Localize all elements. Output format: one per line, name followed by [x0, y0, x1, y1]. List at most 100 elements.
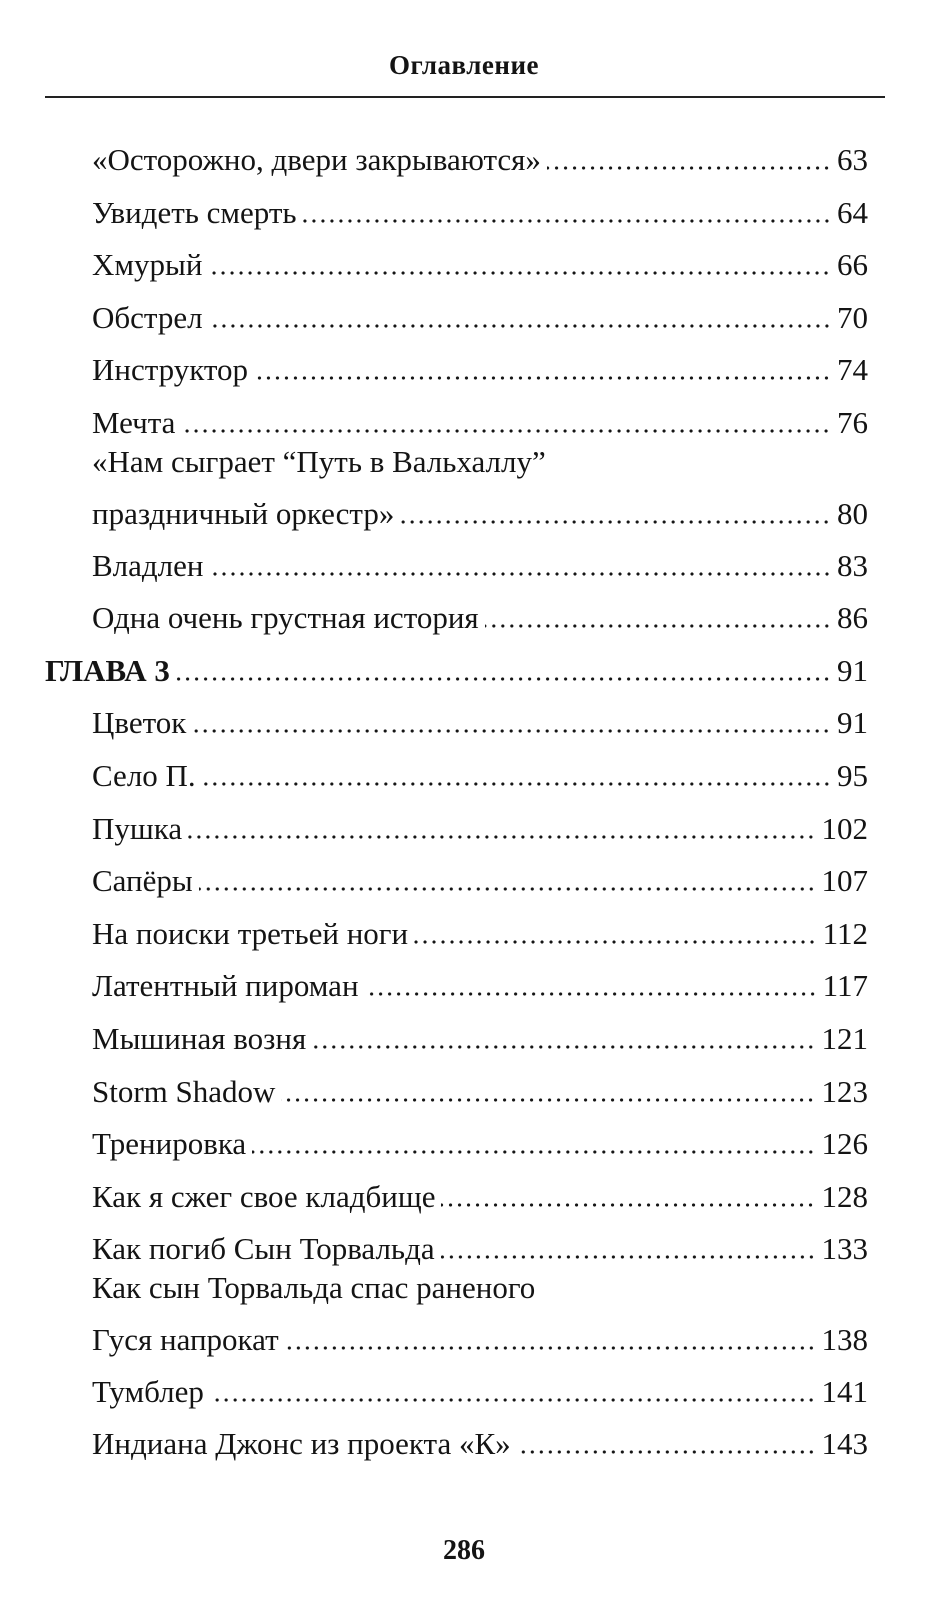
entry-page-number: 66 — [837, 247, 868, 283]
dot-leader — [281, 1097, 816, 1102]
toc-entry: Владлен 83 — [0, 540, 928, 593]
toc-entry: Storm Shadow 123 — [0, 1066, 928, 1119]
toc-entry: Латентный пироман 117 — [0, 960, 928, 1013]
dot-leader — [441, 1202, 816, 1207]
entry-page-number: 121 — [821, 1020, 869, 1056]
table-of-contents: «Осторожно, двери закрываются» 63 Увидеть … — [0, 134, 928, 1471]
entry-row: Село П. 95 — [0, 750, 868, 803]
running-header: Оглавление — [389, 50, 539, 80]
entry-page-number: 133 — [821, 1231, 869, 1267]
toc-entry: «Нам сыграет “Путь в Вальхаллу” праздничн… — [0, 444, 928, 541]
entry-row: Как я сжег свое кладбище 128 — [0, 1171, 868, 1224]
entry-title: Одна очень грустная история — [92, 600, 479, 636]
entry-row: Сапёры 107 — [0, 855, 868, 908]
dot-leader — [208, 323, 831, 328]
entry-page-number: 138 — [821, 1321, 869, 1357]
entry-title: Мышиная возня — [92, 1020, 307, 1056]
entry-page-number: 102 — [821, 810, 869, 846]
dot-leader — [546, 166, 831, 170]
entry-row: Инструктор 74 — [0, 344, 868, 397]
entry-row: Владлен 83 — [0, 540, 868, 593]
toc-entry: Мечта 76 — [0, 397, 928, 450]
entry-title: Тренировка — [92, 1126, 247, 1162]
entry-title-line1: Как сын Торвальда спас раненого — [92, 1269, 536, 1305]
entry-page-number: 123 — [821, 1073, 869, 1109]
entry-title: Мечта — [92, 404, 176, 440]
toc-entry: Хмурый 66 — [0, 239, 928, 292]
entry-row: Тренировка 126 — [0, 1118, 868, 1171]
dot-leader — [192, 729, 831, 734]
entry-title: Обстрел — [92, 299, 203, 335]
entry-title-line1: «Нам сыграет “Путь в Вальхаллу” — [92, 443, 546, 479]
entry-row: Как погиб Сын Торвальда 133 — [0, 1223, 868, 1276]
toc-entry: Как сын Торвальда спас раненого Гуся напр… — [0, 1270, 928, 1367]
toc-entry: «Осторожно, двери закрываются» 63 — [0, 134, 928, 187]
entry-page-number: 112 — [822, 915, 868, 951]
entry-row: Латентный пироман 117 — [0, 960, 868, 1013]
entry-row: Цветок 91 — [0, 697, 868, 750]
toc-entry: Обстрел 70 — [0, 292, 928, 345]
entry-page-number: 91 — [837, 652, 868, 688]
dot-leader — [209, 1397, 816, 1402]
dot-leader — [284, 1345, 816, 1350]
toc-entry: На поиски третьей ноги 112 — [0, 908, 928, 961]
entry-title: Сапёры — [92, 863, 193, 899]
dot-leader — [201, 781, 831, 786]
dot-leader — [254, 376, 831, 381]
dot-leader — [175, 676, 831, 681]
entry-title: Латентный пироман — [92, 968, 359, 1004]
entry-title: праздничный оркестр» — [92, 495, 395, 531]
header-rule — [45, 96, 885, 98]
entry-row: Одна очень грустная история 86 — [0, 592, 868, 645]
dot-leader — [312, 1044, 816, 1049]
entry-page-number: 117 — [822, 968, 868, 1004]
entry-page-number: 143 — [821, 1426, 869, 1462]
entry-title: Гуся напрокат — [92, 1321, 279, 1357]
entry-row: Storm Shadow 123 — [0, 1066, 868, 1119]
dot-leader — [440, 1255, 816, 1260]
toc-entry: Село П. 95 — [0, 750, 928, 803]
entry-page-number: 63 — [837, 142, 868, 177]
entry-row: Пушка 102 — [0, 803, 868, 856]
entry-page-number: 91 — [837, 705, 868, 741]
entry-page-number: 80 — [837, 495, 868, 531]
toc-entry: Индиана Джонс из проекта «К» 143 — [0, 1418, 928, 1471]
dot-leader — [364, 992, 817, 997]
entry-title: ГЛАВА 3 — [45, 652, 170, 688]
entry-row: Индиана Джонс из проекта «К» 143 — [0, 1418, 868, 1471]
entry-row: Гуся напрокат 138 — [0, 1314, 868, 1367]
dot-leader — [414, 939, 817, 944]
entry-page-number: 86 — [837, 600, 868, 636]
toc-chapter-heading: ГЛАВА 3 91 — [0, 645, 928, 698]
entry-title: Storm Shadow — [92, 1073, 276, 1109]
entry-title: Цветок — [92, 705, 187, 741]
entry-title: Хмурый — [92, 247, 203, 283]
dot-leader — [198, 887, 816, 892]
entry-row: ГЛАВА 3 91 — [0, 645, 868, 698]
dot-leader — [252, 1150, 816, 1155]
entry-row: Мышиная возня 121 — [0, 1013, 868, 1066]
entry-title: «Осторожно, двери закрываются» — [92, 142, 541, 177]
toc-entry: Инструктор 74 — [0, 344, 928, 397]
toc-entry: Тренировка 126 — [0, 1118, 928, 1171]
entry-title: Тумблер — [92, 1373, 204, 1409]
toc-entry: Тумблер 141 — [0, 1366, 928, 1419]
toc-entry: Мышиная возня 121 — [0, 1013, 928, 1066]
toc-entry: Как я сжег свое кладбище 128 — [0, 1171, 928, 1224]
entry-row: праздничный оркестр» 80 — [0, 488, 868, 541]
entry-title: Инструктор — [92, 352, 249, 388]
entry-row: Обстрел 70 — [0, 292, 868, 345]
entry-page-number: 70 — [837, 299, 868, 335]
dot-leader — [181, 428, 831, 433]
entry-page-number: 128 — [821, 1178, 869, 1214]
dot-leader — [188, 834, 816, 839]
toc-entry: Как погиб Сын Торвальда 133 — [0, 1223, 928, 1276]
page-number: 286 — [443, 1535, 485, 1566]
toc-entry: Увидеть смерть 64 — [0, 187, 928, 240]
entry-title: На поиски третьей ноги — [92, 915, 409, 951]
entry-page-number: 76 — [837, 404, 868, 440]
entry-page-number: 141 — [821, 1373, 869, 1409]
entry-page-number: 126 — [821, 1126, 869, 1162]
dot-leader — [484, 624, 831, 629]
entry-title: Село П. — [92, 757, 196, 793]
